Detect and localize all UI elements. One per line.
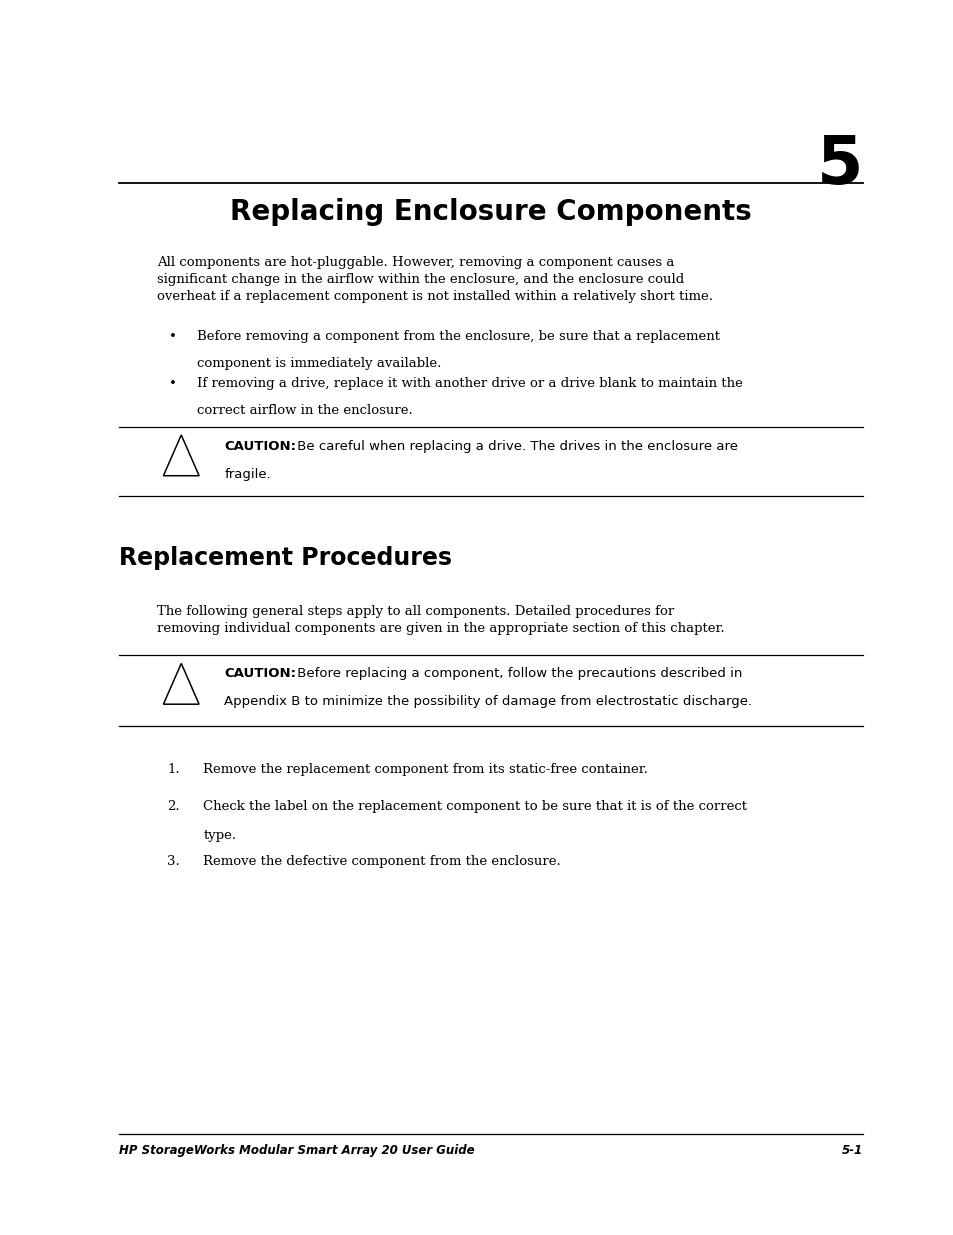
Text: The following general steps apply to all components. Detailed procedures for
rem: The following general steps apply to all… <box>157 605 724 635</box>
Text: type.: type. <box>203 829 236 842</box>
Text: 1.: 1. <box>167 763 179 777</box>
Text: 2.: 2. <box>167 800 179 814</box>
Text: Be careful when replacing a drive. The drives in the enclosure are: Be careful when replacing a drive. The d… <box>293 440 737 453</box>
Text: CAUTION:: CAUTION: <box>224 667 295 680</box>
Text: CAUTION:: CAUTION: <box>224 440 295 453</box>
Text: •: • <box>169 330 176 343</box>
Text: Remove the defective component from the enclosure.: Remove the defective component from the … <box>203 855 560 868</box>
Text: 5-1: 5-1 <box>841 1144 862 1157</box>
Text: correct airflow in the enclosure.: correct airflow in the enclosure. <box>197 404 413 417</box>
Text: Replacing Enclosure Components: Replacing Enclosure Components <box>231 198 751 226</box>
Text: If removing a drive, replace it with another drive or a drive blank to maintain : If removing a drive, replace it with ano… <box>197 377 742 390</box>
Text: Before removing a component from the enclosure, be sure that a replacement: Before removing a component from the enc… <box>197 330 720 343</box>
Text: 5: 5 <box>816 132 862 198</box>
Text: fragile.: fragile. <box>224 468 271 482</box>
Text: Appendix B to minimize the possibility of damage from electrostatic discharge.: Appendix B to minimize the possibility o… <box>224 695 752 709</box>
Text: 3.: 3. <box>167 855 179 868</box>
Text: Check the label on the replacement component to be sure that it is of the correc: Check the label on the replacement compo… <box>203 800 746 814</box>
Text: HP StorageWorks Modular Smart Array 20 User Guide: HP StorageWorks Modular Smart Array 20 U… <box>119 1144 475 1157</box>
Text: •: • <box>169 377 176 390</box>
Text: All components are hot-pluggable. However, removing a component causes a
signifi: All components are hot-pluggable. Howeve… <box>157 256 713 303</box>
Text: Before replacing a component, follow the precautions described in: Before replacing a component, follow the… <box>293 667 741 680</box>
Text: component is immediately available.: component is immediately available. <box>197 357 441 370</box>
Text: Replacement Procedures: Replacement Procedures <box>119 546 452 569</box>
Text: Remove the replacement component from its static-free container.: Remove the replacement component from it… <box>203 763 647 777</box>
